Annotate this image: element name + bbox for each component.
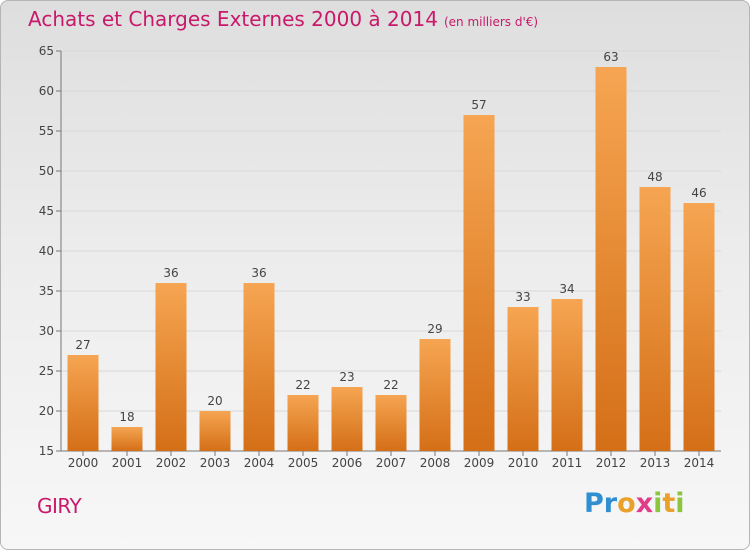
chart-title-text: Achats et Charges Externes 2000 à 2014 [28, 7, 438, 31]
data-label: 63 [603, 50, 618, 64]
data-label: 23 [339, 370, 354, 384]
x-tick-label: 2008 [420, 456, 451, 470]
x-tick-label: 2011 [552, 456, 583, 470]
bar [111, 427, 143, 451]
y-tick-label: 45 [39, 204, 54, 218]
brand-logo: Proxiti [584, 488, 685, 519]
data-label: 46 [691, 186, 706, 200]
brand-letter: i [653, 488, 663, 519]
bar [331, 387, 363, 451]
y-tick-label: 50 [39, 164, 54, 178]
data-label: 27 [75, 338, 90, 352]
brand-letter: t [662, 488, 676, 519]
x-tick-label: 2007 [376, 456, 407, 470]
data-label: 36 [163, 266, 178, 280]
bar [551, 299, 583, 451]
x-tick-label: 2014 [684, 456, 715, 470]
y-tick-label: 35 [39, 284, 54, 298]
commune-name: GIRY [37, 494, 82, 518]
bar [507, 307, 539, 451]
bar [287, 395, 319, 451]
x-tick-label: 2001 [112, 456, 143, 470]
data-label: 48 [647, 170, 662, 184]
data-label: 20 [207, 394, 222, 408]
data-label: 29 [427, 322, 442, 336]
brand-letter: o [617, 488, 636, 519]
brand-letter: x [635, 488, 654, 519]
y-tick-label: 25 [39, 364, 54, 378]
y-tick-label: 55 [39, 124, 54, 138]
bar [67, 355, 99, 451]
x-tick-label: 2006 [332, 456, 363, 470]
y-tick-label: 65 [39, 44, 54, 58]
bar [243, 283, 275, 451]
bar [463, 115, 495, 451]
data-label: 57 [471, 98, 486, 112]
y-tick-label: 60 [39, 84, 54, 98]
chart-title: Achats et Charges Externes 2000 à 2014 (e… [28, 7, 538, 31]
x-tick-label: 2003 [200, 456, 231, 470]
bar [375, 395, 407, 451]
y-tick-label: 15 [39, 444, 54, 458]
x-tick-label: 2010 [508, 456, 539, 470]
bar [199, 411, 231, 451]
x-tick-label: 2013 [640, 456, 671, 470]
chart-subtitle: (en milliers d'€) [443, 15, 539, 29]
data-label: 22 [295, 378, 310, 392]
bar [595, 67, 627, 451]
data-label: 34 [559, 282, 574, 296]
labels: 15 20 25 30 35 40 45 50 55 60 65 27 2000 18 2001 36 2002… [39, 44, 715, 470]
y-tick-label: 40 [39, 244, 54, 258]
y-tick-label: 20 [39, 404, 54, 418]
bar [155, 283, 187, 451]
data-label: 18 [119, 410, 134, 424]
bar [683, 203, 715, 451]
brand-letter: i [675, 488, 685, 519]
x-tick-label: 2005 [288, 456, 319, 470]
y-tick-label: 30 [39, 324, 54, 338]
bar [639, 187, 671, 451]
x-tick-label: 2002 [156, 456, 187, 470]
brand-letter: r [603, 488, 618, 519]
bars [67, 67, 715, 451]
data-label: 36 [251, 266, 266, 280]
x-tick-label: 2000 [68, 456, 99, 470]
x-tick-label: 2009 [464, 456, 495, 470]
x-tick-label: 2012 [596, 456, 627, 470]
data-label: 33 [515, 290, 530, 304]
data-label: 22 [383, 378, 398, 392]
bar [419, 339, 451, 451]
x-tick-label: 2004 [244, 456, 275, 470]
brand-letter: P [584, 488, 604, 519]
